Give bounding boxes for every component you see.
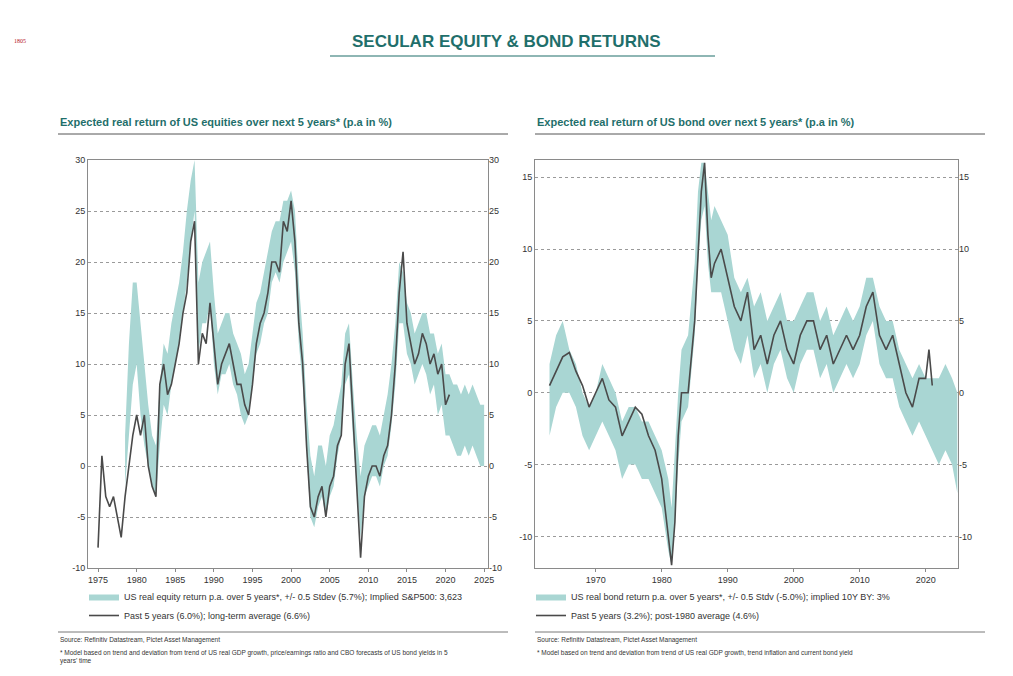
svg-text:1980: 1980 <box>652 575 672 585</box>
svg-text:2000: 2000 <box>281 575 301 585</box>
svg-text:US real bond return p.a. over: US real bond return p.a. over 5 years*, … <box>571 592 890 602</box>
svg-text:-5: -5 <box>77 512 85 522</box>
svg-text:2010: 2010 <box>358 575 378 585</box>
svg-text:5: 5 <box>80 410 85 420</box>
svg-text:5: 5 <box>959 316 964 326</box>
svg-text:Past 5 years (6.0%); long-term: Past 5 years (6.0%); long-term average (… <box>124 611 310 621</box>
svg-text:1990: 1990 <box>204 575 224 585</box>
svg-text:Expected real return of US equ: Expected real return of US equities over… <box>60 116 392 128</box>
svg-text:2010: 2010 <box>850 575 870 585</box>
svg-text:0: 0 <box>489 461 494 471</box>
svg-text:25: 25 <box>489 206 499 216</box>
svg-text:-5: -5 <box>959 460 967 470</box>
svg-text:15: 15 <box>959 172 969 182</box>
svg-text:Past 5 years (3.2%); post-1980: Past 5 years (3.2%); post-1980 average (… <box>571 611 759 621</box>
svg-text:-10: -10 <box>519 532 532 542</box>
svg-text:-10: -10 <box>959 532 972 542</box>
svg-text:15: 15 <box>489 308 499 318</box>
svg-text:1980: 1980 <box>127 575 147 585</box>
svg-text:2020: 2020 <box>436 575 456 585</box>
svg-text:* Model based on trend and dev: * Model based on trend and deviation fro… <box>60 649 448 665</box>
svg-text:-10: -10 <box>489 563 502 573</box>
svg-text:1995: 1995 <box>242 575 262 585</box>
svg-text:Expected real return of US bon: Expected real return of US bond over nex… <box>537 116 855 128</box>
svg-text:10: 10 <box>75 359 85 369</box>
svg-text:30: 30 <box>489 155 499 165</box>
svg-text:30: 30 <box>75 155 85 165</box>
svg-text:15: 15 <box>75 308 85 318</box>
svg-text:-10: -10 <box>72 563 85 573</box>
svg-text:10: 10 <box>959 244 969 254</box>
svg-text:1805: 1805 <box>14 38 26 44</box>
svg-text:2025: 2025 <box>474 575 494 585</box>
svg-text:20: 20 <box>489 257 499 267</box>
svg-text:10: 10 <box>489 359 499 369</box>
svg-text:10: 10 <box>522 244 532 254</box>
svg-text:2005: 2005 <box>320 575 340 585</box>
svg-text:15: 15 <box>522 172 532 182</box>
svg-text:Source: Refinitiv Datastream,: Source: Refinitiv Datastream, Pictet Ass… <box>60 636 220 644</box>
svg-text:-5: -5 <box>489 512 497 522</box>
svg-text:US real equity return p.a. ove: US real equity return p.a. over 5 years*… <box>124 592 462 602</box>
svg-text:0: 0 <box>527 388 532 398</box>
svg-text:2000: 2000 <box>784 575 804 585</box>
svg-text:5: 5 <box>527 316 532 326</box>
svg-text:20: 20 <box>75 257 85 267</box>
svg-text:2015: 2015 <box>397 575 417 585</box>
svg-text:SECULAR EQUITY & BOND RETURNS: SECULAR EQUITY & BOND RETURNS <box>352 32 661 51</box>
svg-text:1985: 1985 <box>165 575 185 585</box>
svg-text:1975: 1975 <box>88 575 108 585</box>
svg-text:Source: Refinitiv Datastream,: Source: Refinitiv Datastream, Pictet Ass… <box>537 636 697 644</box>
svg-text:1970: 1970 <box>586 575 606 585</box>
svg-text:1990: 1990 <box>718 575 738 585</box>
svg-text:* Model based on trend and dev: * Model based on trend and deviation fro… <box>537 649 853 657</box>
svg-text:-5: -5 <box>524 460 532 470</box>
svg-text:25: 25 <box>75 206 85 216</box>
svg-text:0: 0 <box>80 461 85 471</box>
svg-text:5: 5 <box>489 410 494 420</box>
svg-text:0: 0 <box>959 388 964 398</box>
svg-text:2020: 2020 <box>916 575 936 585</box>
